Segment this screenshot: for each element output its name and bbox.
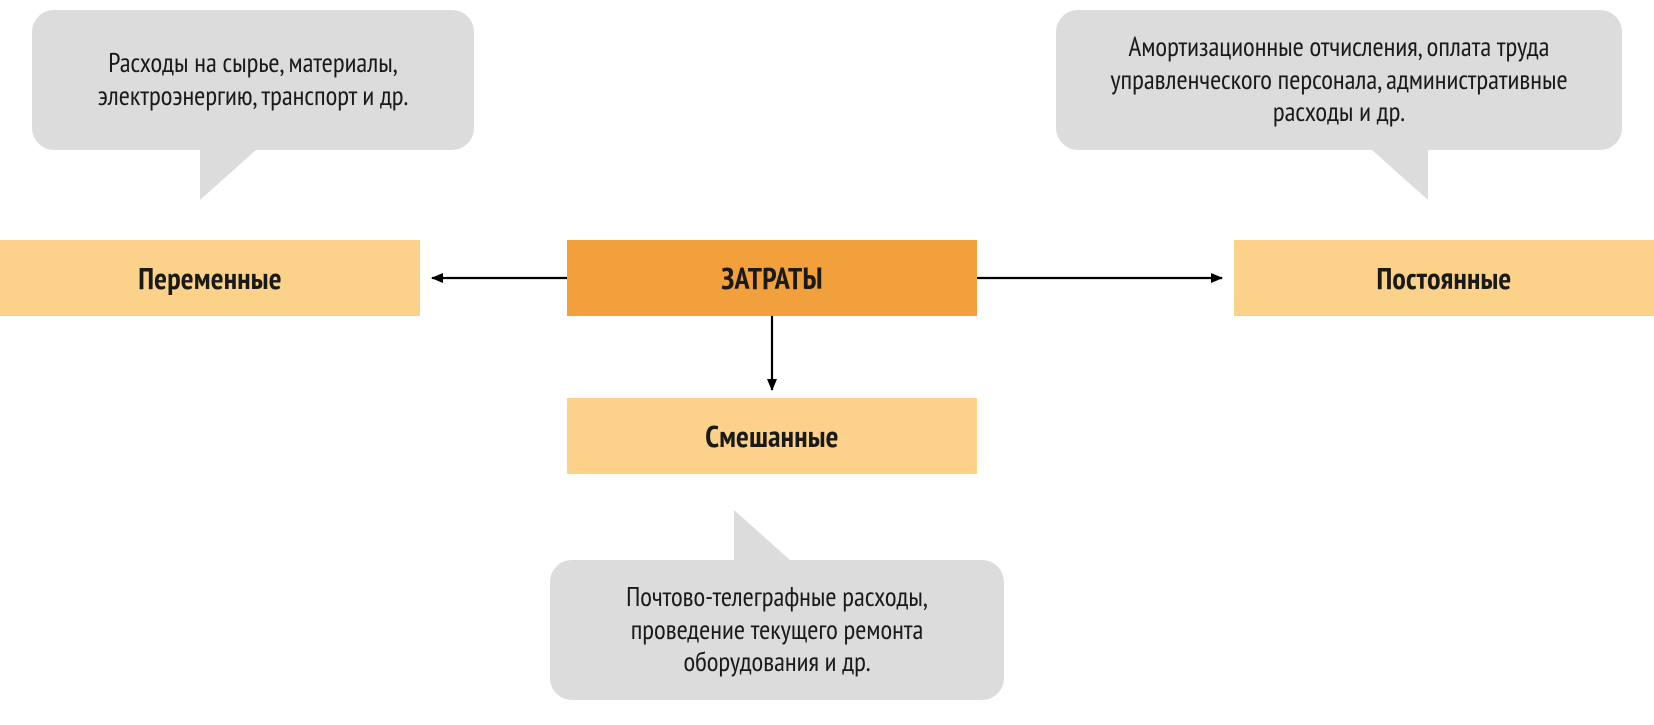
- node-label: Смешанные: [705, 417, 838, 456]
- node-variable: Переменные: [0, 240, 420, 316]
- node-mixed: Смешанные: [567, 398, 977, 474]
- callout-variable-costs: Расходы на сырье, материалы, электроэнер…: [32, 10, 474, 150]
- callout-text: Почтово-телеграфные расходы, проведение …: [572, 581, 982, 680]
- callout-text: Расходы на сырье, материалы, электроэнер…: [54, 47, 452, 113]
- node-label: Переменные: [138, 259, 282, 298]
- callout-tail: [200, 150, 256, 200]
- node-label: Постоянные: [1377, 259, 1512, 298]
- callout-fixed-costs: Амортизационные отчисления, оплата труда…: [1056, 10, 1622, 150]
- callout-tail: [1372, 150, 1428, 200]
- callout-text: Амортизационные отчисления, оплата труда…: [1078, 31, 1600, 130]
- node-label: ЗАТРАТЫ: [721, 259, 822, 298]
- callout-tail: [734, 510, 790, 560]
- node-fixed: Постоянные: [1234, 240, 1654, 316]
- center-node-costs: ЗАТРАТЫ: [567, 240, 977, 316]
- callout-mixed-costs: Почтово-телеграфные расходы, проведение …: [550, 560, 1004, 700]
